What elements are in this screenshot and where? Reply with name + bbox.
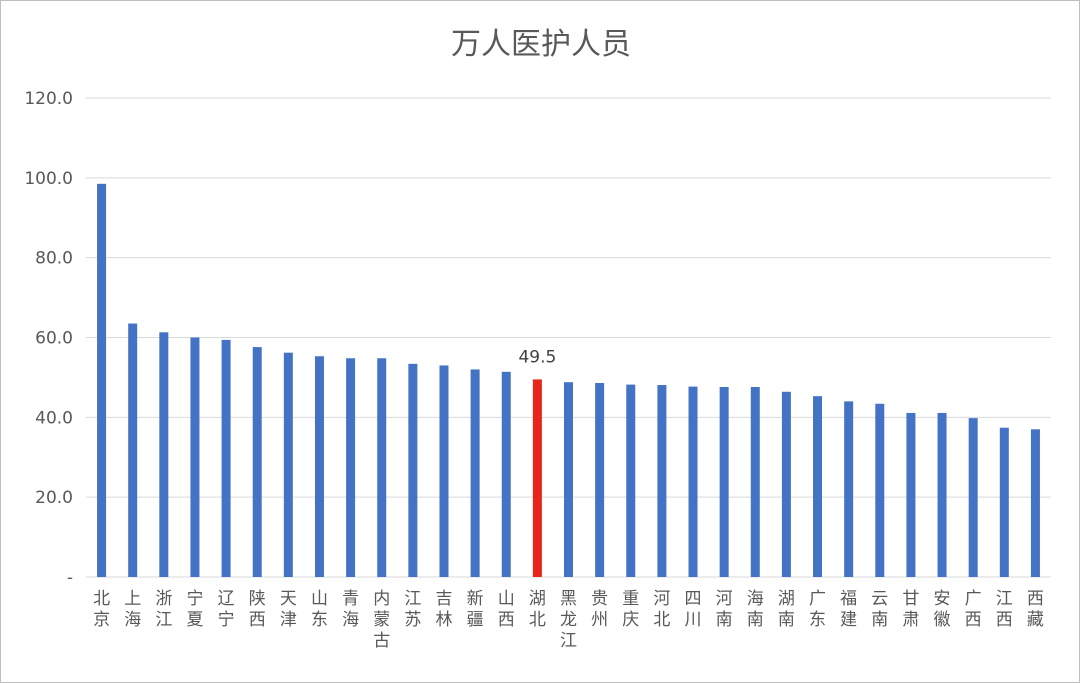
x-tick-label: 黑龙江 xyxy=(560,589,577,651)
bar-西藏 xyxy=(1030,429,1040,577)
data-labels: 49.5 xyxy=(518,347,556,367)
x-tick-label: 江苏 xyxy=(404,589,421,630)
bar-辽宁 xyxy=(221,339,231,577)
x-tick-label: 新疆 xyxy=(467,589,484,630)
x-axis-ticks: 北京上海浙江宁夏辽宁陕西天津山东青海内蒙古江苏吉林新疆山西湖北黑龙江贵州重庆河北… xyxy=(93,589,1044,651)
bar-河北 xyxy=(657,385,667,577)
bar-山东 xyxy=(314,356,324,577)
x-tick-label: 内蒙古 xyxy=(373,589,390,651)
y-tick-label: 20.0 xyxy=(35,488,73,508)
bar-安徽 xyxy=(937,412,947,577)
x-tick-label: 湖南 xyxy=(778,589,795,630)
x-tick-label: 云南 xyxy=(871,589,888,630)
x-tick-label: 辽宁 xyxy=(218,589,235,630)
bar-海南 xyxy=(750,386,760,577)
x-tick-label: 四川 xyxy=(685,589,702,630)
bar-上海 xyxy=(128,323,138,577)
x-tick-label: 江西 xyxy=(996,589,1013,630)
y-tick-label: - xyxy=(67,568,73,588)
x-tick-label: 陕西 xyxy=(249,589,266,630)
x-tick-label: 河北 xyxy=(653,589,670,630)
x-tick-label: 青海 xyxy=(342,589,359,630)
x-tick-label: 甘肃 xyxy=(902,589,919,630)
x-tick-label: 山东 xyxy=(311,589,328,630)
bar-贵州 xyxy=(595,383,605,577)
y-tick-label: 80.0 xyxy=(35,249,73,269)
bar-北京 xyxy=(97,183,107,577)
bar-江西 xyxy=(999,427,1009,577)
x-tick-label: 广西 xyxy=(965,589,982,630)
bar-陕西 xyxy=(252,347,262,577)
bar-宁夏 xyxy=(190,337,200,577)
x-tick-label: 重庆 xyxy=(622,589,639,630)
bar-吉林 xyxy=(439,365,449,577)
bar-广西 xyxy=(968,418,978,577)
bar-福建 xyxy=(844,401,854,577)
bar-四川 xyxy=(688,386,698,577)
x-tick-label: 海南 xyxy=(747,589,764,630)
bar-甘肃 xyxy=(906,412,916,577)
bar-浙江 xyxy=(159,332,169,577)
bar-湖南 xyxy=(781,391,791,577)
bar-河南 xyxy=(719,386,729,577)
bar-重庆 xyxy=(626,384,636,577)
x-tick-label: 广东 xyxy=(809,589,826,630)
x-tick-label: 山西 xyxy=(498,589,515,630)
y-tick-label: 40.0 xyxy=(35,408,73,428)
x-tick-label: 贵州 xyxy=(591,589,608,630)
x-tick-label: 上海 xyxy=(124,589,141,630)
bar-云南 xyxy=(875,403,885,577)
bar-湖北 xyxy=(532,379,542,577)
x-tick-label: 湖北 xyxy=(529,589,546,630)
bar-青海 xyxy=(346,358,356,577)
x-tick-label: 西藏 xyxy=(1027,589,1044,630)
y-tick-label: 60.0 xyxy=(35,329,73,349)
x-tick-label: 吉林 xyxy=(435,589,452,630)
x-tick-label: 河南 xyxy=(716,589,733,630)
bars xyxy=(97,183,1040,577)
x-tick-label: 天津 xyxy=(280,589,297,630)
x-tick-label: 福建 xyxy=(840,589,857,630)
data-label: 49.5 xyxy=(518,347,556,367)
bar-内蒙古 xyxy=(377,358,387,577)
bar-山西 xyxy=(501,371,511,577)
x-tick-label: 浙江 xyxy=(155,589,172,630)
bar-黑龙江 xyxy=(564,382,573,577)
y-tick-label: 120.0 xyxy=(24,89,73,109)
y-tick-label: 100.0 xyxy=(24,169,73,189)
x-tick-label: 安徽 xyxy=(934,589,951,630)
bar-新疆 xyxy=(470,369,480,577)
chart-title: 万人医护人员 xyxy=(451,27,631,62)
x-tick-label: 宁夏 xyxy=(186,589,203,630)
bar-江苏 xyxy=(408,363,418,577)
y-axis-ticks: - 20.0 40.0 60.0 80.0 100.0 120.0 xyxy=(24,89,73,588)
x-tick-label: 北京 xyxy=(93,589,110,630)
bar-广东 xyxy=(813,396,823,577)
bar-天津 xyxy=(283,352,293,577)
